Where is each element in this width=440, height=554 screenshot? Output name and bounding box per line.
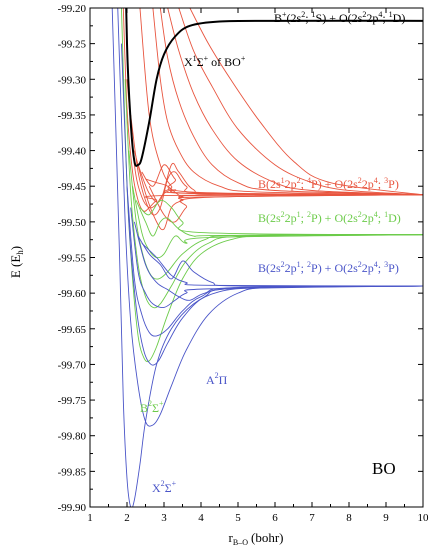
curve-red-9 [159,8,423,196]
curve-red-10 [167,8,423,196]
annotation-red-limit: B(2s12p2; 4P) + O(2s22p4; 3P) [258,176,399,191]
y-axis-title-sub: h [15,250,25,255]
y-tick-label: -99.90 [58,502,87,514]
curve-red-8 [152,8,423,196]
y-tick-label: -99.85 [58,466,87,478]
y-tick-label: -99.60 [58,288,87,300]
y-tick-label: -99.50 [58,217,87,229]
y-axis-title: E (Eh) [8,246,25,278]
y-tick-label: -99.65 [58,324,87,336]
curve-green-3 [132,186,423,259]
curve-red-2 [130,114,423,216]
y-ticks: -99.20 -99.25 -99.30 -99.35 -99.40 -99.45 -99.… [58,3,423,514]
plot-background [90,8,423,507]
y-tick-label: -99.40 [58,146,87,158]
curve-blue-1 [117,8,423,427]
x-axis-title: rB–O (bohr) [229,530,284,547]
annotation-b2sigma: B2Σ+ [140,399,164,415]
x-tick-label: 8 [346,512,352,524]
x-tick-label: 9 [383,512,389,524]
y-tick-label: -99.20 [58,3,87,15]
curves-group [111,8,423,507]
curve-red-7 [148,186,423,223]
annotation-x1-bo-plus: X1Σ+ of BO+ [184,54,246,69]
curve-black-0 [125,8,423,167]
y-tick-label: -99.55 [58,253,87,265]
x-tick-label: 5 [235,512,241,524]
curve-red-13 [139,8,423,196]
x-axis-title-main: r [229,530,234,545]
x-tick-label: 1 [87,512,93,524]
curve-red-6 [145,178,423,198]
y-tick-label: -99.35 [58,110,87,122]
x-tick-label: 7 [309,512,315,524]
curve-red-0 [122,8,423,212]
x-axis-title-sub: B–O [233,538,248,547]
x-ticks: 1 2 3 4 5 6 7 8 9 10 [87,8,429,524]
annotation-a2pi: A2Π [206,371,228,387]
curve-red-11 [178,8,423,196]
curve-green-4 [135,200,423,237]
y-tick-label: -99.30 [58,74,87,86]
y-axis-title-main: E (E [8,255,23,279]
annotation-bo-plus-limit: B+(2s2; 1S) + O(2s22p4; 1D) [274,10,405,25]
x-axis-title-unit: (bohr) [251,530,284,545]
x-tick-label: 4 [198,512,204,524]
curve-blue-7 [141,242,423,287]
y-tick-label: -99.25 [58,39,87,51]
x-tick-label: 6 [272,512,278,524]
x-tick-label: 2 [124,512,130,524]
x-tick-label: 10 [418,512,430,524]
y-tick-label: -99.75 [58,395,87,407]
y-tick-label: -99.70 [58,359,87,371]
y-axis-title-close: ) [8,246,23,250]
annotation-x2sigma: X2Σ+ [152,479,177,495]
x-tick-label: 3 [161,512,167,524]
annotation-blue-limit: B(2s22p1; 2P) + O(2s22p4; 3P) [258,260,399,275]
curve-red-12 [189,8,423,196]
curve-blue-5 [133,221,423,301]
y-tick-label: -99.45 [58,181,87,193]
curve-green-5 [139,199,423,236]
annotation-green-limit: B(2s22p1; 2P) + O(2s22p4; 1D) [258,210,401,225]
y-tick-label: -99.80 [58,431,87,443]
annotation-bo: BO [372,459,396,478]
curve-blue-6 [137,235,423,287]
